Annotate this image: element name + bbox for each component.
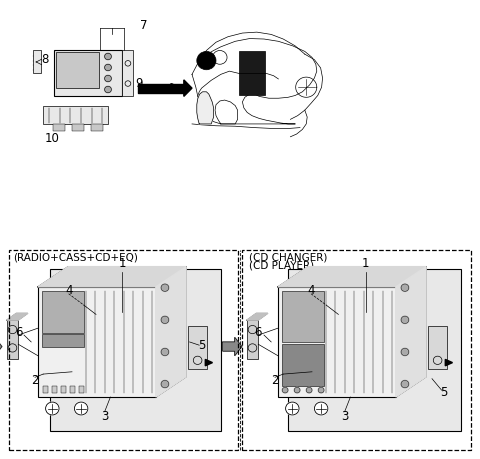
Bar bbox=[242, 250, 471, 450]
Text: 7: 7 bbox=[140, 19, 148, 32]
Circle shape bbox=[306, 387, 312, 393]
Bar bbox=[278, 287, 396, 397]
Text: (CD PLAYER): (CD PLAYER) bbox=[249, 261, 314, 271]
Bar bbox=[282, 344, 324, 386]
Circle shape bbox=[105, 75, 111, 82]
Bar bbox=[239, 73, 265, 95]
Polygon shape bbox=[197, 92, 214, 124]
Circle shape bbox=[294, 387, 300, 393]
Circle shape bbox=[74, 402, 88, 415]
Bar bbox=[56, 52, 99, 88]
Bar bbox=[53, 124, 65, 131]
Circle shape bbox=[314, 402, 328, 415]
Circle shape bbox=[401, 316, 409, 324]
Bar bbox=[429, 326, 447, 369]
Polygon shape bbox=[396, 267, 426, 397]
Text: 3: 3 bbox=[341, 410, 348, 423]
Polygon shape bbox=[247, 313, 268, 320]
Polygon shape bbox=[0, 337, 2, 356]
Text: 1: 1 bbox=[362, 257, 370, 270]
Bar bbox=[52, 386, 57, 393]
Text: 6: 6 bbox=[15, 326, 23, 339]
Text: 2: 2 bbox=[271, 374, 279, 386]
Polygon shape bbox=[38, 267, 186, 287]
Polygon shape bbox=[156, 267, 186, 397]
Circle shape bbox=[401, 284, 409, 291]
Polygon shape bbox=[445, 359, 453, 366]
Bar bbox=[54, 50, 122, 96]
Circle shape bbox=[105, 64, 111, 71]
Bar bbox=[79, 386, 84, 393]
Text: 6: 6 bbox=[254, 326, 262, 339]
Circle shape bbox=[282, 387, 288, 393]
Circle shape bbox=[401, 348, 409, 356]
Circle shape bbox=[105, 86, 111, 93]
Text: 1: 1 bbox=[119, 257, 126, 270]
Text: (RADIO+CASS+CD+EQ): (RADIO+CASS+CD+EQ) bbox=[13, 252, 138, 262]
Bar bbox=[239, 51, 265, 73]
Circle shape bbox=[286, 402, 299, 415]
Bar bbox=[50, 269, 221, 431]
Bar bbox=[70, 386, 74, 393]
Text: 4: 4 bbox=[307, 284, 315, 297]
Text: 5: 5 bbox=[198, 339, 205, 352]
Circle shape bbox=[197, 51, 216, 70]
Bar bbox=[61, 386, 65, 393]
Bar bbox=[42, 291, 84, 333]
Circle shape bbox=[105, 53, 111, 60]
Polygon shape bbox=[7, 313, 28, 320]
Polygon shape bbox=[184, 80, 192, 96]
Text: 9: 9 bbox=[135, 77, 143, 90]
Bar bbox=[122, 50, 133, 96]
Bar bbox=[72, 124, 84, 131]
Bar bbox=[43, 386, 48, 393]
Circle shape bbox=[161, 316, 169, 324]
Bar bbox=[189, 326, 207, 369]
Text: 8: 8 bbox=[41, 53, 48, 66]
Text: 10: 10 bbox=[45, 132, 59, 145]
Text: 2: 2 bbox=[31, 374, 39, 386]
Text: 5: 5 bbox=[440, 386, 448, 399]
Circle shape bbox=[46, 402, 59, 415]
Circle shape bbox=[401, 381, 409, 388]
Polygon shape bbox=[223, 337, 242, 356]
Bar bbox=[33, 50, 41, 73]
Bar bbox=[91, 124, 103, 131]
Bar bbox=[288, 269, 461, 431]
Bar bbox=[9, 250, 238, 450]
Text: (CD CHANGER): (CD CHANGER) bbox=[249, 252, 327, 262]
Bar bbox=[38, 287, 156, 397]
Polygon shape bbox=[205, 359, 213, 366]
Circle shape bbox=[161, 284, 169, 291]
Bar bbox=[7, 320, 18, 359]
Polygon shape bbox=[278, 267, 426, 287]
Text: 4: 4 bbox=[65, 284, 72, 297]
Bar bbox=[282, 291, 324, 342]
Circle shape bbox=[161, 381, 169, 388]
Circle shape bbox=[161, 348, 169, 356]
Bar bbox=[42, 334, 84, 347]
Bar bbox=[43, 106, 108, 124]
Bar bbox=[247, 320, 258, 359]
Text: 3: 3 bbox=[101, 410, 108, 423]
Circle shape bbox=[318, 387, 324, 393]
